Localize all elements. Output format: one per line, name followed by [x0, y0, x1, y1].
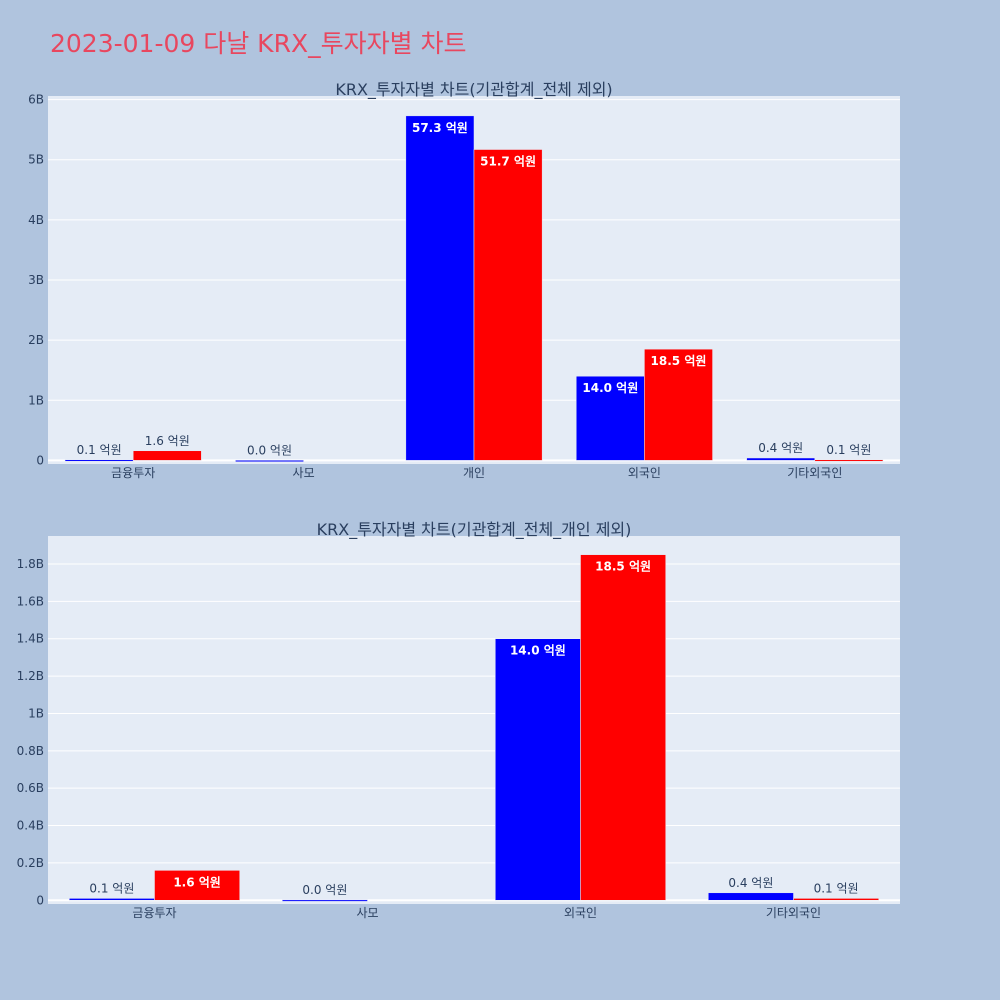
data-label: 0.1 억원 — [89, 881, 134, 895]
y-tick-label: 3B — [28, 273, 44, 287]
y-tick-label: 0.2B — [17, 856, 44, 870]
x-tick-label: 외국인 — [628, 466, 661, 480]
data-label: 0.4 억원 — [728, 876, 773, 890]
bar — [473, 149, 543, 461]
y-tick-label: 2B — [28, 333, 44, 347]
data-label: 0.4 억원 — [758, 441, 803, 455]
x-tick-label: 사모 — [293, 466, 315, 480]
bar — [282, 899, 368, 902]
y-tick-label: 0 — [36, 893, 44, 907]
data-label: 0.1 억원 — [814, 881, 859, 895]
bar — [644, 348, 713, 461]
bar — [132, 450, 202, 461]
y-tick-label: 0 — [36, 453, 44, 467]
data-label: 14.0 억원 — [582, 381, 638, 395]
y-tick-label: 1.2B — [17, 669, 44, 683]
y-tick-label: 5B — [28, 153, 44, 167]
bar — [405, 115, 475, 461]
y-tick-label: 1.4B — [17, 632, 44, 646]
x-tick-label: 외국인 — [564, 906, 597, 920]
data-label: 1.6 억원 — [173, 875, 221, 889]
y-tick-label: 0.4B — [17, 819, 44, 833]
plot-area — [48, 536, 900, 904]
x-tick-label: 개인 — [463, 466, 485, 480]
x-tick-label: 기타외국인 — [787, 466, 842, 480]
bar — [64, 459, 134, 462]
bar — [580, 554, 666, 901]
chart-title: KRX_투자자별 차트(기관합계_전체_개인 제외) — [317, 520, 632, 540]
data-label: 51.7 억원 — [480, 155, 536, 169]
bar — [814, 459, 884, 462]
data-label: 0.1 억원 — [77, 443, 122, 457]
y-tick-label: 1.6B — [17, 594, 44, 608]
y-tick-label: 1.8B — [17, 557, 44, 571]
bar — [69, 898, 155, 901]
x-tick-label: 기타외국인 — [766, 906, 821, 920]
y-tick-label: 6B — [28, 93, 44, 107]
bar — [575, 375, 645, 461]
data-label: 14.0 억원 — [510, 644, 566, 658]
bar — [235, 460, 304, 463]
data-label: 0.0 억원 — [302, 883, 347, 897]
x-tick-label: 사모 — [356, 906, 378, 920]
bar — [708, 892, 794, 901]
x-tick-label: 금융투자 — [111, 466, 155, 480]
chart-title: KRX_투자자별 차트(기관합계_전체 제외) — [335, 80, 612, 100]
y-tick-label: 4B — [28, 213, 44, 227]
data-label: 0.0 억원 — [247, 443, 292, 457]
bar — [746, 457, 816, 461]
page-title: 2023-01-09 다날 KRX_투자자별 차트 — [50, 29, 467, 58]
data-label: 18.5 억원 — [651, 354, 707, 368]
data-label: 18.5 억원 — [595, 560, 651, 574]
bar — [793, 898, 879, 901]
data-label: 0.1 억원 — [826, 443, 871, 457]
data-label: 1.6 억원 — [145, 434, 190, 448]
y-tick-label: 0.6B — [17, 781, 44, 795]
x-tick-label: 금융투자 — [132, 906, 176, 920]
bar — [495, 638, 581, 901]
y-tick-label: 1B — [28, 393, 44, 407]
data-label: 57.3 억원 — [412, 121, 468, 135]
y-tick-label: 1B — [28, 706, 44, 720]
y-tick-label: 0.8B — [17, 744, 44, 758]
bar — [154, 870, 240, 901]
